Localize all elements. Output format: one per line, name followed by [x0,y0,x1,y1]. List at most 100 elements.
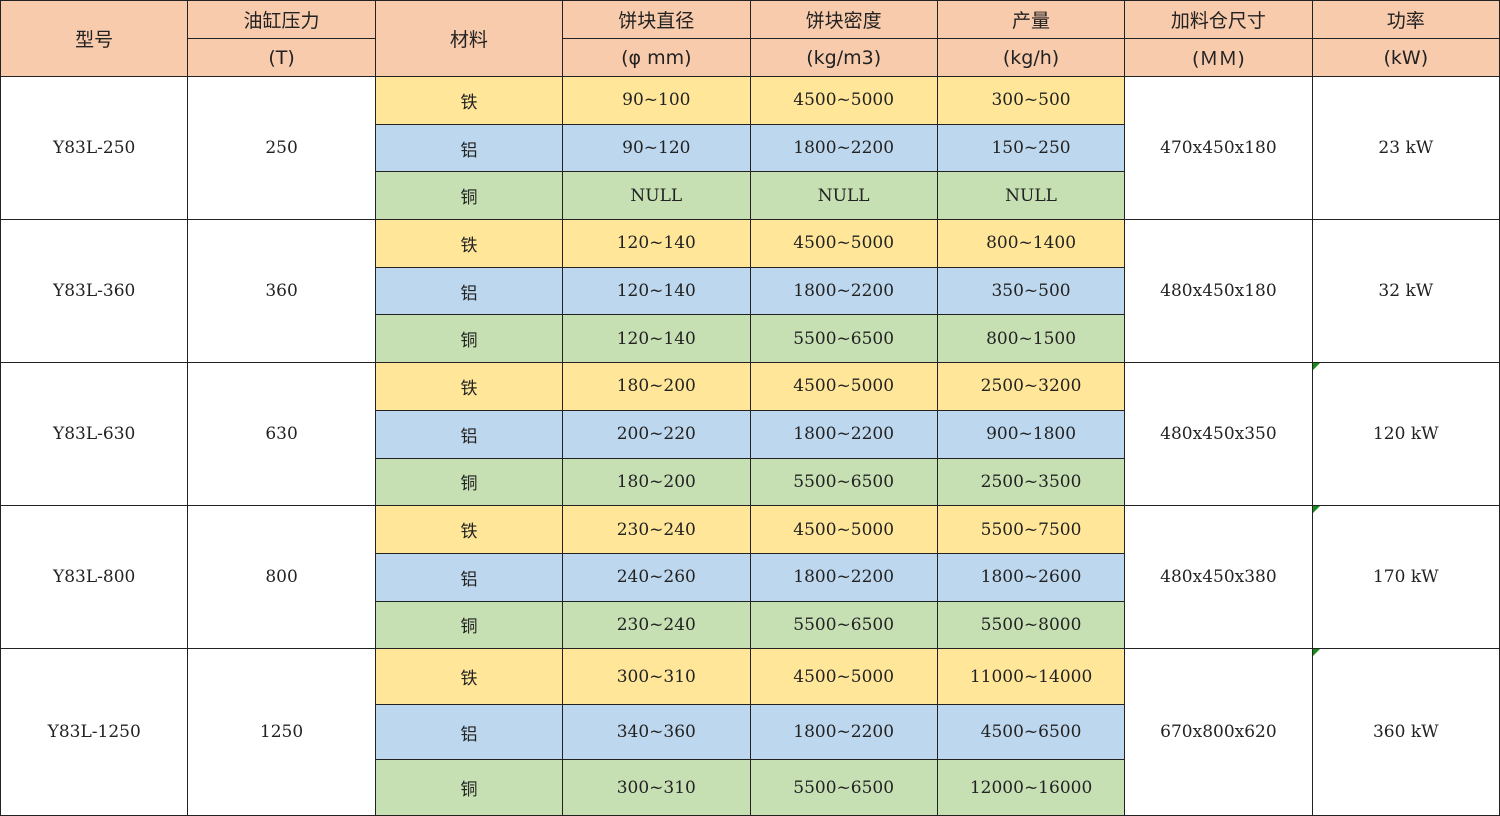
diameter-cell: 90~120 [562,123,751,173]
header-pressure: 油缸压力 [187,0,376,39]
material-cell: 铁 [374,505,564,554]
pressure-cell: 250 [187,75,376,221]
output-cell: 4500~6500 [936,703,1126,761]
diameter-cell: 180~200 [562,362,751,411]
density-cell: 5500~6500 [749,457,938,507]
power-cell: 32 kW [1311,219,1500,364]
material-cell: 铝 [374,123,564,173]
table-row: 铜 300~310 5500~6500 12000~16000 [1,759,1500,816]
density-cell: 1800~2200 [749,409,938,459]
material-cell: 铜 [374,457,564,507]
table-row: Y83L-1250 1250 铁 300~310 4500~5000 11000~1400… [0,648,1500,816]
header-power-unit: (kW) [1311,38,1500,77]
material-cell: 铜 [374,759,564,816]
header-model: 型号 [0,0,189,77]
material-cell: 铜 [374,171,564,221]
header-output: 产量 [936,0,1126,39]
header-power: 功率 [1311,0,1500,39]
table-row: 铝 240~260 1800~2200 1800~2600 [1,552,1500,602]
diameter-cell: 90~100 [562,76,751,125]
power-cell: 23 kW [1311,75,1500,221]
header-diameter: 饼块直径 [562,0,751,39]
table-row: 铜 120~140 5500~6500 800~1500 [1,314,1500,364]
table-row: Y83L-630 630 铁 180~200 4500~5000 2500~3200 480… [0,362,1500,507]
table-row: Y83L-800 800 铁 230~240 4500~5000 5500~7500 480… [0,505,1500,650]
material-cell: 铁 [374,219,564,268]
material-cell: 铁 [374,76,564,125]
diameter-cell: 300~310 [562,759,751,816]
table-row: 铜 230~240 5500~6500 5500~8000 [1,600,1500,650]
header-hopper: 加料仓尺寸 [1124,0,1313,39]
pressure-cell: 360 [187,219,376,364]
comment-indicator-icon [1312,363,1320,371]
header-pressure-unit: (T) [187,38,376,77]
table-body: Y83L-250 250 铁 90~100 4500~5000 300~500 470x45… [0,75,1500,816]
diameter-cell: 120~140 [562,219,751,268]
model-cell: Y83L-1250 [0,648,189,816]
diameter-cell: 230~240 [562,600,751,650]
density-cell: 5500~6500 [749,600,938,650]
output-cell: 900~1800 [936,409,1126,459]
density-cell: 4500~5000 [749,648,938,705]
density-cell: 4500~5000 [749,219,938,268]
model-cell: Y83L-250 [0,75,189,221]
density-cell: 1800~2200 [749,703,938,761]
output-cell: 5500~8000 [936,600,1126,650]
output-cell: 800~1400 [936,219,1126,268]
power-cell: 120 kW [1311,362,1500,507]
output-cell: 2500~3200 [936,362,1126,411]
table-row: Y83L-360 360 铁 120~140 4500~5000 800~1400 480x… [0,219,1500,364]
comment-indicator-icon [1312,506,1320,514]
output-cell: NULL [936,171,1126,221]
comment-indicator-icon [1312,649,1320,657]
hopper-cell: 480x450x350 [1124,362,1313,507]
header-diameter-unit: (φ mm) [562,38,751,77]
table-row: 铝 120~140 1800~2200 350~500 [1,266,1500,316]
hopper-cell: 670x800x620 [1124,648,1313,816]
density-cell: 4500~5000 [749,362,938,411]
header-material: 材料 [374,0,564,77]
header-output-unit: (kg/h) [936,38,1126,77]
density-cell: 5500~6500 [749,314,938,364]
table-row: 铝 200~220 1800~2200 900~1800 [1,409,1500,459]
pressure-cell: 630 [187,362,376,507]
density-cell: NULL [749,171,938,221]
hopper-cell: 470x450x180 [1124,75,1313,221]
output-cell: 5500~7500 [936,505,1126,554]
output-cell: 2500~3500 [936,457,1126,507]
diameter-cell: 120~140 [562,314,751,364]
output-cell: 150~250 [936,123,1126,173]
output-cell: 12000~16000 [936,759,1126,816]
density-cell: 4500~5000 [749,76,938,125]
pressure-cell: 1250 [187,648,376,816]
power-cell: 170 kW [1311,505,1500,650]
output-cell: 11000~14000 [936,648,1126,705]
diameter-cell: 340~360 [562,703,751,761]
model-cell: Y83L-630 [0,362,189,507]
density-cell: 1800~2200 [749,266,938,316]
header-density: 饼块密度 [749,0,938,39]
diameter-cell: 240~260 [562,552,751,602]
diameter-cell: 230~240 [562,505,751,554]
material-cell: 铝 [374,703,564,761]
material-cell: 铜 [374,600,564,650]
diameter-cell: 300~310 [562,648,751,705]
material-cell: 铝 [374,266,564,316]
density-cell: 1800~2200 [749,552,938,602]
output-cell: 1800~2600 [936,552,1126,602]
diameter-cell: 120~140 [562,266,751,316]
diameter-cell: 200~220 [562,409,751,459]
density-cell: 1800~2200 [749,123,938,173]
diameter-cell: 180~200 [562,457,751,507]
header-density-unit: (kg/m3) [749,38,938,77]
output-cell: 800~1500 [936,314,1126,364]
density-cell: 5500~6500 [749,759,938,816]
pressure-cell: 800 [187,505,376,650]
hopper-cell: 480x450x380 [1124,505,1313,650]
table-row: 铜 NULL NULL NULL [1,171,1500,221]
material-cell: 铜 [374,314,564,364]
density-cell: 4500~5000 [749,505,938,554]
table-row: Y83L-250 250 铁 90~100 4500~5000 300~500 470x45… [0,75,1500,221]
material-cell: 铁 [374,648,564,705]
